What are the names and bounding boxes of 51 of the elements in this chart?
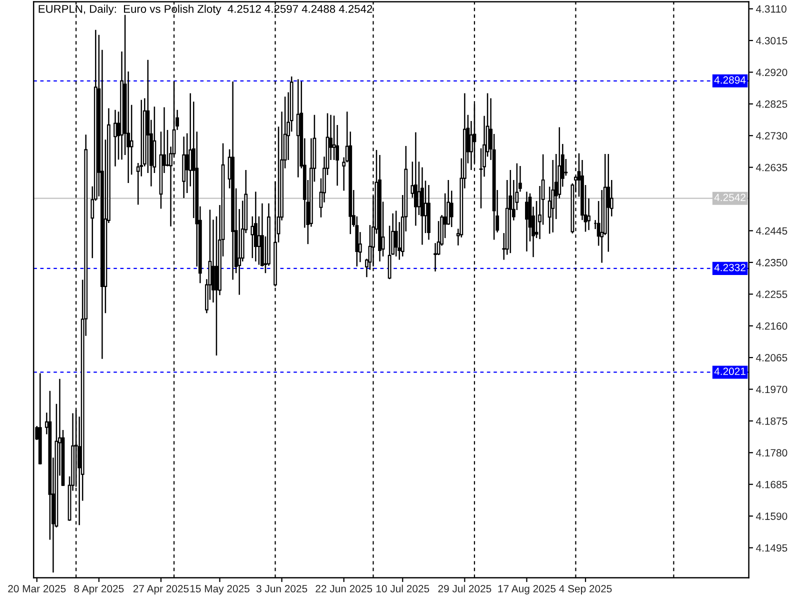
- candlestick: [587, 198, 590, 231]
- chart-title: EURPLN, Daily: Euro vs Polish Zloty 4.2512 4.2597 4.2488 4.2542: [38, 4, 372, 16]
- y-tick-label: 4.2825: [756, 100, 788, 108]
- candlestick: [388, 225, 392, 280]
- x-tick-label: 4 Sep 2025: [559, 585, 612, 594]
- y-tick-label: 4.1590: [756, 512, 788, 520]
- candlestick: [257, 216, 261, 266]
- candlestick: [130, 104, 134, 176]
- ref-line-label: 4.2021: [714, 368, 746, 376]
- y-tick-label: 4.2445: [756, 227, 788, 235]
- x-tick-label: 15 May 2025: [190, 585, 250, 594]
- ref-line-label: 4.2894: [714, 76, 746, 84]
- candlestick: [525, 191, 528, 252]
- y-tick-label: 4.1780: [756, 449, 788, 457]
- candlestick: [296, 78, 300, 178]
- x-tick-label: 22 Jun 2025: [316, 585, 372, 592]
- y-tick-label: 4.2920: [756, 68, 788, 76]
- candlestick: [394, 210, 398, 258]
- candlestick: [424, 180, 428, 234]
- y-tick-label: 4.2350: [756, 258, 788, 266]
- candlestick: [114, 109, 117, 167]
- candlestick: [564, 158, 568, 176]
- candlestick: [214, 216, 218, 356]
- candlestick: [450, 190, 454, 228]
- y-tick-label: 4.2635: [756, 164, 788, 172]
- candlestick: [508, 169, 512, 254]
- candlestick: [606, 153, 610, 252]
- y-tick-label: 4.1875: [756, 417, 788, 425]
- x-tick-label: 27 Apr 2025: [133, 585, 189, 594]
- candlestick: [166, 129, 170, 167]
- y-tick-label: 4.3015: [756, 37, 788, 44]
- y-tick-label: 4.1970: [756, 386, 788, 394]
- y-tick-label: 4.2160: [756, 322, 788, 330]
- y-tick-label: 4.3110: [756, 5, 786, 13]
- x-tick-label: 17 Aug 2025: [498, 585, 556, 594]
- x-tick-label: 10 Jul 2025: [376, 584, 430, 592]
- ref-line-label: 4.2542: [714, 194, 746, 202]
- y-tick-label: 4.1685: [756, 480, 788, 488]
- ref-line-label: 4.2332: [714, 264, 746, 272]
- candlestick: [254, 191, 258, 262]
- x-tick-label: 8 Apr 2025: [74, 585, 124, 594]
- y-tick-label: 4.2255: [756, 290, 788, 298]
- x-tick-label: 3 Jun 2025: [256, 585, 308, 592]
- x-tick-label: 29 Jul 2025: [438, 584, 492, 592]
- y-tick-label: 4.2730: [756, 132, 788, 140]
- y-tick-label: 4.2065: [756, 354, 788, 362]
- candlestick: [414, 132, 418, 226]
- y-tick-label: 4.1495: [756, 544, 788, 552]
- candlestick: [417, 161, 421, 216]
- candlestick: [250, 216, 254, 259]
- x-tick-label: 20 Mar 2025: [8, 585, 66, 592]
